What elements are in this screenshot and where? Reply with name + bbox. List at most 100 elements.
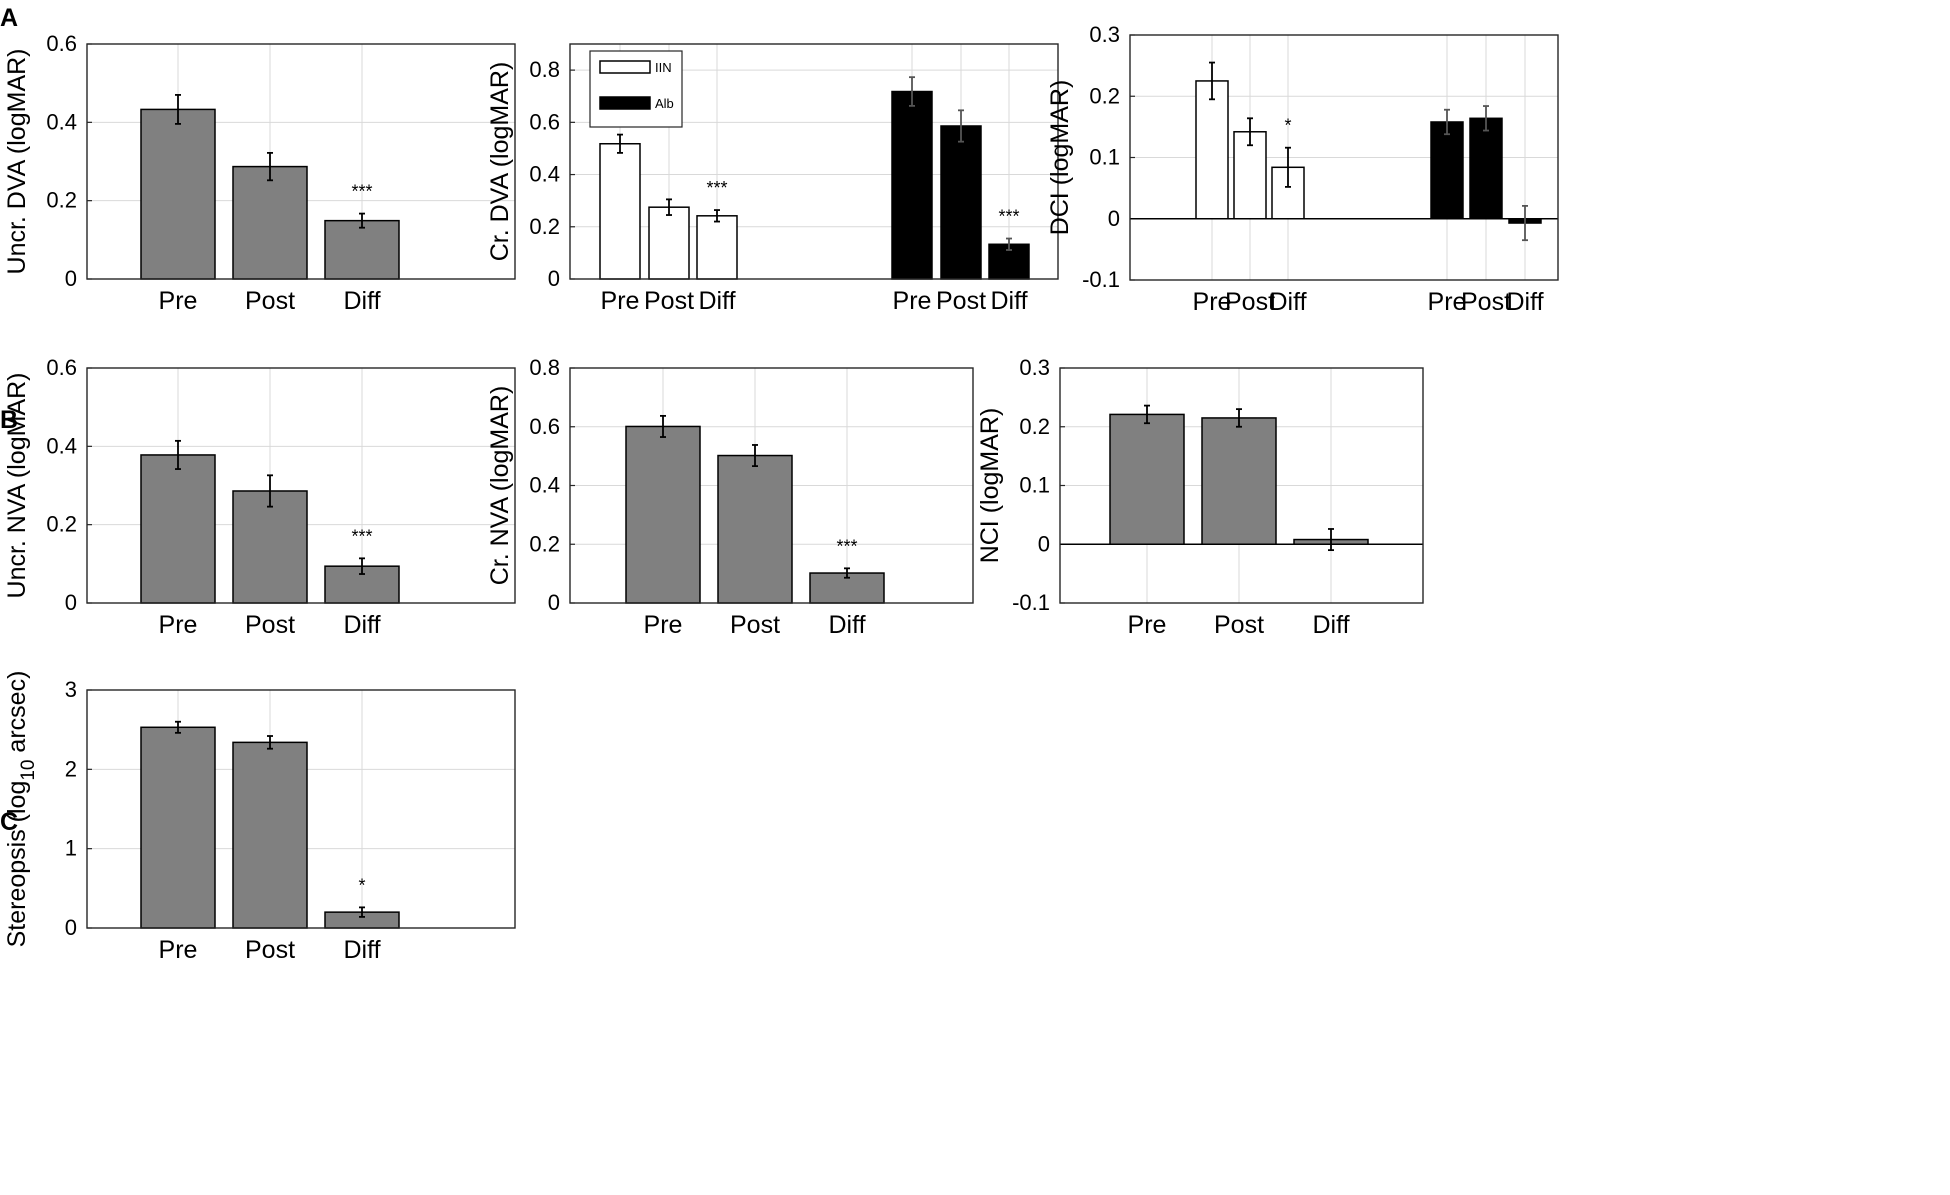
x-tick-label: Pre xyxy=(1193,288,1232,316)
x-tick-label: Post xyxy=(1461,288,1511,316)
x-tick-label: Diff xyxy=(1312,611,1349,639)
y-tick-label: 3 xyxy=(65,677,77,702)
x-tick-label: Post xyxy=(1214,611,1264,639)
y-tick-label: 0.6 xyxy=(529,109,560,134)
y-tick-label: 0 xyxy=(548,266,560,291)
panel-label-b: B xyxy=(0,406,18,434)
y-axis-label-subscript: 10 xyxy=(18,760,39,781)
significance-stars: *** xyxy=(706,178,727,198)
y-tick-label: 0.8 xyxy=(529,355,560,380)
y-tick-label: 1 xyxy=(65,836,77,861)
y-tick-label: 0.6 xyxy=(46,31,77,56)
y-tick-label: 0.3 xyxy=(1019,355,1050,380)
y-tick-label: 0 xyxy=(65,915,77,940)
y-tick-label: 0.4 xyxy=(46,109,77,134)
y-tick-label: 0.6 xyxy=(46,355,77,380)
y-tick-label: 0.4 xyxy=(529,473,560,498)
x-tick-label: Diff xyxy=(343,936,380,964)
x-tick-label: Pre xyxy=(159,287,198,315)
axes-frame xyxy=(86,689,516,929)
x-tick-label: Diff xyxy=(1506,288,1543,316)
legend-label: IIN xyxy=(655,60,672,75)
y-axis-label-suffix: arcsec) xyxy=(3,671,31,760)
y-tick-label: 0.3 xyxy=(1089,22,1120,47)
y-tick-label: 0.1 xyxy=(1019,473,1050,498)
significance-stars: * xyxy=(358,875,365,895)
significance-stars: *** xyxy=(351,182,372,202)
y-tick-label: 0.6 xyxy=(529,414,560,439)
y-axis-label-text: Cr. DVA (logMAR) xyxy=(486,62,514,262)
y-axis-label: Uncr. NVA (logMAR) xyxy=(3,373,31,599)
x-tick-label: Post xyxy=(245,936,295,964)
y-axis-label-text: Cr. NVA (logMAR) xyxy=(486,386,514,586)
axes-frame xyxy=(569,43,1059,280)
bar-pre xyxy=(1109,413,1185,545)
legend-label: Alb xyxy=(655,96,674,111)
x-tick-label: Pre xyxy=(159,936,198,964)
y-tick-label: 0.8 xyxy=(529,57,560,82)
x-tick-label: Pre xyxy=(159,611,198,639)
y-tick-label: 2 xyxy=(65,756,77,781)
x-tick-label: Diff xyxy=(343,611,380,639)
y-tick-label: 0 xyxy=(65,590,77,615)
bar-post xyxy=(232,490,308,604)
bar-pre xyxy=(140,726,216,929)
y-axis-label-text: Uncr. NVA (logMAR) xyxy=(3,373,31,599)
y-tick-label: 0.4 xyxy=(529,162,560,187)
x-tick-label: Post xyxy=(1225,288,1275,316)
y-axis-label: NCI (logMAR) xyxy=(976,408,1004,564)
y-tick-label: -0.1 xyxy=(1082,267,1120,292)
chart-cr-nva: 0 0.2 0.4 0.6 0.8 Pre Post *** Diff Cr. NVA (logM… xyxy=(486,355,974,639)
y-tick-label: 0.2 xyxy=(1019,414,1050,439)
bar-pre xyxy=(140,454,216,604)
panel-label-c: C xyxy=(0,808,18,836)
chart-stereopsis: 0 1 2 3 Pre Post * Diff Stereopsis (log10 arcsec… xyxy=(3,671,516,964)
bar-post xyxy=(232,741,308,929)
bar-post xyxy=(1469,117,1503,220)
bar-pre xyxy=(1430,121,1464,220)
x-tick-label: Post xyxy=(245,287,295,315)
x-tick-label: Pre xyxy=(1128,611,1167,639)
x-tick-label: Diff xyxy=(343,287,380,315)
axes-frame xyxy=(1129,34,1559,281)
y-tick-label: 0.2 xyxy=(1089,83,1120,108)
x-tick-label: Diff xyxy=(990,287,1027,315)
y-tick-label: 0 xyxy=(1038,531,1050,556)
axes-frame xyxy=(86,367,516,604)
x-tick-label: Post xyxy=(730,611,780,639)
y-tick-label: 0.2 xyxy=(529,214,560,239)
bar-pre xyxy=(140,108,216,280)
y-tick-label: 0.1 xyxy=(1089,145,1120,170)
panel-label-a: A xyxy=(0,4,18,32)
y-tick-label: -0.1 xyxy=(1012,590,1050,615)
y-axis-label: Cr. DVA (logMAR) xyxy=(486,62,514,262)
bar-pre xyxy=(599,142,641,280)
bar-post xyxy=(1201,417,1277,545)
x-tick-label: Pre xyxy=(601,287,640,315)
x-tick-label: Post xyxy=(644,287,694,315)
significance-stars: * xyxy=(1284,116,1291,136)
axes-frame xyxy=(1059,367,1424,604)
chart-nci: -0.1 0 0.1 0.2 0.3 Pre Post Diff NCI (logMAR) xyxy=(976,355,1424,639)
significance-stars: *** xyxy=(998,207,1019,227)
x-tick-label: Diff xyxy=(698,287,735,315)
axes-frame xyxy=(569,367,974,604)
x-tick-label: Pre xyxy=(1428,288,1467,316)
bar-post xyxy=(940,125,982,280)
y-axis-label: Uncr. DVA (logMAR) xyxy=(3,49,31,275)
x-tick-label: Diff xyxy=(1269,288,1306,316)
bar-pre xyxy=(891,90,933,280)
x-tick-label: Diff xyxy=(828,611,865,639)
x-tick-label: Pre xyxy=(644,611,683,639)
y-tick-label: 0.2 xyxy=(46,512,77,537)
bar-pre xyxy=(1195,80,1229,220)
legend-swatch-alb xyxy=(599,96,651,110)
y-axis-label-text: NCI (logMAR) xyxy=(976,408,1004,564)
x-tick-label: Pre xyxy=(893,287,932,315)
significance-stars: *** xyxy=(836,536,857,556)
chart-uncr-nva: 0 0.2 0.4 0.6 Pre Post *** Diff Uncr. NVA (logMA… xyxy=(3,355,516,639)
y-axis-label: DCI (logMAR) xyxy=(1046,80,1074,236)
y-axis-label-text: Uncr. DVA (logMAR) xyxy=(3,49,31,275)
bar-post xyxy=(717,454,793,604)
bar-pre xyxy=(625,425,701,604)
